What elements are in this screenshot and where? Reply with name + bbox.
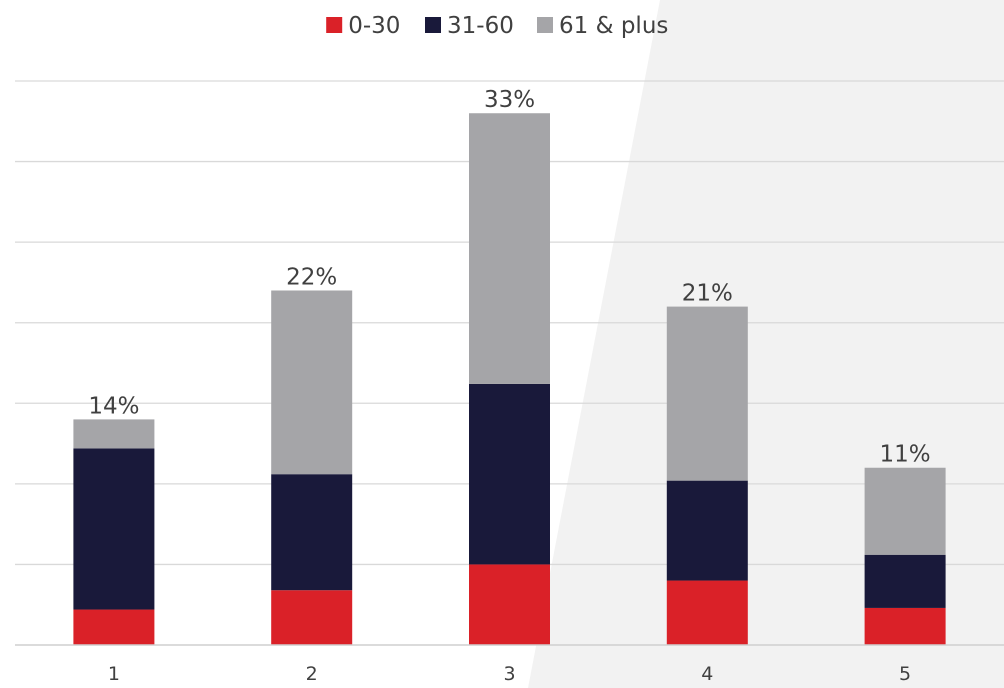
data-label-category-1: 14%: [88, 393, 139, 419]
bar-segment-3-category-2: [271, 290, 353, 475]
bar-segment-1-category-3: [469, 564, 550, 645]
bar-segment-1-category-5: [864, 607, 946, 645]
legend-swatch-1: [326, 17, 343, 33]
legend-label-3: 61 & plus: [559, 13, 668, 39]
data-label-category-5: 11%: [880, 442, 931, 468]
bars: [73, 113, 946, 645]
x-tick-label-2: 2: [306, 663, 318, 685]
x-tick-label-1: 1: [108, 663, 120, 685]
data-label-category-2: 22%: [286, 264, 337, 290]
legend-label-2: 31-60: [447, 13, 514, 39]
x-tick-label-3: 3: [503, 663, 515, 685]
bar-segment-2-category-4: [666, 480, 748, 581]
bar-segment-1-category-1: [73, 609, 155, 645]
bar-segment-3-category-1: [73, 419, 155, 449]
x-tick-label-4: 4: [701, 663, 713, 685]
legend: 0-30 31-60 61 & plus: [326, 13, 668, 39]
bar-segment-3-category-4: [666, 306, 748, 481]
data-label-category-4: 21%: [682, 281, 733, 307]
bar-segment-3-category-5: [864, 467, 946, 555]
bar-segment-2-category-2: [271, 474, 353, 591]
bar-segment-3-category-3: [469, 113, 550, 384]
legend-swatch-2: [425, 17, 441, 33]
bar-segment-2-category-5: [864, 554, 946, 608]
bar-segment-2-category-1: [73, 448, 155, 610]
legend-label-1: 0-30: [348, 13, 400, 39]
x-tick-labels: 1 2 3 4 5: [108, 663, 911, 685]
data-label-category-3: 33%: [484, 87, 535, 113]
legend-swatch-3: [537, 17, 553, 33]
bar-segment-1-category-2: [271, 590, 353, 645]
bar-segment-1-category-4: [666, 580, 748, 645]
data-labels: 14% 22% 33% 21% 11%: [88, 87, 930, 468]
bar-segment-2-category-3: [469, 383, 550, 565]
x-tick-label-5: 5: [899, 663, 911, 685]
